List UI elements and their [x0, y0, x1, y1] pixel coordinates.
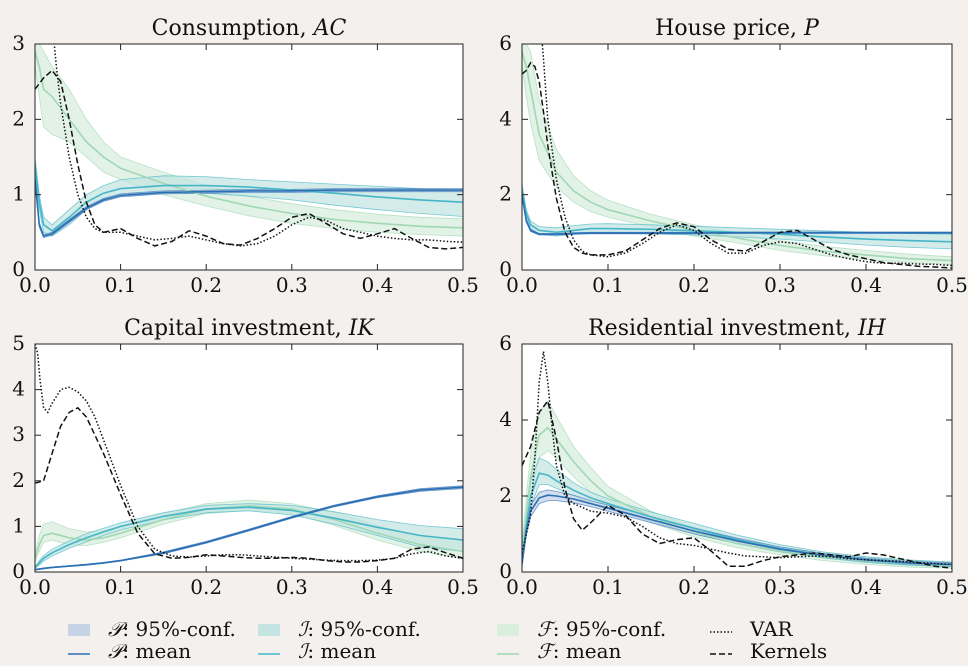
- x-tick-label: 0.0: [506, 273, 538, 297]
- y-tick-label: 2: [12, 106, 25, 130]
- plot-series: [522, 44, 952, 269]
- legend-label: 𝒫: 95%-conf.: [108, 617, 236, 641]
- legend-label: ℱ: mean: [537, 639, 622, 663]
- legend-swatch: [258, 624, 280, 636]
- y-tick-label: 1: [12, 513, 25, 537]
- legend-label: ℱ: 95%-conf.: [537, 617, 666, 641]
- legend-label: 𝒫: mean: [108, 639, 191, 663]
- y-tick-label: 4: [12, 377, 25, 401]
- legend: 𝒫: 95%-conf.𝒫: mean ℐ: 95%-conf.ℐ: mean ℱ:…: [68, 617, 827, 663]
- plot-series: [522, 351, 952, 569]
- x-tick-label: 0.5: [447, 273, 479, 297]
- legend-item-F_conf: ℱ: 95%-conf.: [497, 617, 666, 641]
- plot-series: [35, 344, 463, 571]
- chart-panel-2: 0.0 0.1 0.2 0.3 0.4 0.5 0 2 4 6 House price, P: [499, 16, 968, 297]
- line-I: [35, 506, 463, 568]
- y-tick-label: 0: [499, 559, 512, 583]
- x-tick-label: 0.3: [276, 273, 308, 297]
- legend-item-Kernels: Kernels: [710, 639, 827, 663]
- chart-panel-1: 0.0 0.1 0.2 0.3 0.4 0.5 0 1 2 3 Consumption, AC: [12, 16, 479, 297]
- x-tick-label: 0.1: [592, 575, 624, 599]
- y-tick-label: 6: [499, 31, 512, 55]
- legend-label: VAR: [749, 617, 794, 641]
- line-F: [35, 51, 463, 229]
- y-tick-label: 3: [12, 31, 25, 55]
- line-Kernels: [35, 69, 463, 250]
- plot-area: [522, 344, 952, 572]
- legend-item-P_conf: 𝒫: 95%-conf.: [68, 617, 236, 641]
- line-VAR: [522, 351, 952, 566]
- legend-swatch: [68, 624, 90, 636]
- legend-item-I_mean: ℐ: mean: [258, 639, 376, 663]
- x-tick-label: 0.3: [276, 575, 308, 599]
- x-tick-label: 0.2: [190, 273, 222, 297]
- legend-item-P_mean: 𝒫: mean: [68, 639, 191, 663]
- legend-label: ℐ: mean: [298, 639, 376, 663]
- x-tick-label: 0.2: [190, 575, 222, 599]
- legend-label: ℐ: 95%-conf.: [298, 617, 421, 641]
- x-tick-label: 0.3: [764, 273, 796, 297]
- chart-title: House price, P: [655, 16, 820, 41]
- legend-label: Kernels: [750, 639, 827, 663]
- chart-title: Residential investment, IH: [588, 316, 887, 341]
- band-P: [35, 175, 463, 239]
- legend-item-F_mean: ℱ: mean: [497, 639, 622, 663]
- x-tick-label: 0.4: [850, 273, 882, 297]
- plot-frame: [521, 343, 953, 573]
- chart-panel-3: 0.0 0.1 0.2 0.3 0.4 0.5 0 1 2 3 4 5 Capital investme…: [12, 316, 479, 599]
- x-tick-label: 0.1: [592, 273, 624, 297]
- legend-item-I_conf: ℐ: 95%-conf.: [258, 617, 421, 641]
- y-tick-label: 2: [12, 468, 25, 492]
- band-F: [35, 44, 463, 237]
- y-tick-label: 6: [499, 331, 512, 355]
- y-tick-label: 3: [12, 422, 25, 446]
- x-tick-label: 0.0: [19, 273, 51, 297]
- x-tick-label: 0.0: [506, 575, 538, 599]
- x-tick-label: 0.5: [936, 575, 968, 599]
- line-P: [35, 179, 463, 238]
- line-VAR: [53, 44, 463, 247]
- line-I: [522, 190, 952, 243]
- band-F: [522, 400, 952, 569]
- y-tick-label: 0: [499, 257, 512, 281]
- y-tick-label: 2: [499, 182, 512, 206]
- y-tick-label: 4: [499, 407, 512, 431]
- band-F: [522, 44, 952, 265]
- x-tick-label: 0.5: [447, 575, 479, 599]
- x-tick-label: 0.3: [764, 575, 796, 599]
- y-tick-label: 0: [12, 559, 25, 583]
- y-tick-label: 4: [499, 106, 512, 130]
- chart-panel-4: 0.0 0.1 0.2 0.3 0.4 0.5 0 2 4 6 Residential invest…: [499, 316, 968, 599]
- plot-frame: [34, 43, 464, 271]
- x-tick-label: 0.4: [361, 575, 393, 599]
- plot-frame: [521, 43, 953, 271]
- plot-frame: [34, 343, 464, 573]
- chart-title: Capital investment, IK: [124, 316, 375, 341]
- line-P: [522, 194, 952, 235]
- line-I: [35, 164, 463, 232]
- x-tick-label: 0.4: [361, 273, 393, 297]
- legend-item-VAR: VAR: [710, 617, 794, 641]
- x-tick-label: 0.1: [105, 273, 137, 297]
- y-tick-label: 0: [12, 257, 25, 281]
- legend-swatch: [497, 624, 519, 636]
- line-Kernels: [35, 406, 463, 563]
- line-Kernels: [522, 61, 952, 269]
- line-Kernels: [522, 399, 952, 569]
- line-F: [35, 505, 463, 559]
- y-tick-label: 1: [12, 182, 25, 206]
- plot-series: [35, 44, 463, 250]
- band-I: [522, 457, 952, 568]
- x-tick-label: 0.1: [105, 575, 137, 599]
- x-tick-label: 0.2: [678, 575, 710, 599]
- x-tick-label: 0.2: [678, 273, 710, 297]
- y-tick-label: 2: [499, 483, 512, 507]
- chart-title: Consumption, AC: [152, 16, 347, 41]
- band-I: [35, 503, 463, 569]
- x-tick-label: 0.5: [936, 273, 968, 297]
- x-tick-label: 0.4: [850, 575, 882, 599]
- x-tick-label: 0.0: [19, 575, 51, 599]
- y-tick-label: 5: [12, 331, 25, 355]
